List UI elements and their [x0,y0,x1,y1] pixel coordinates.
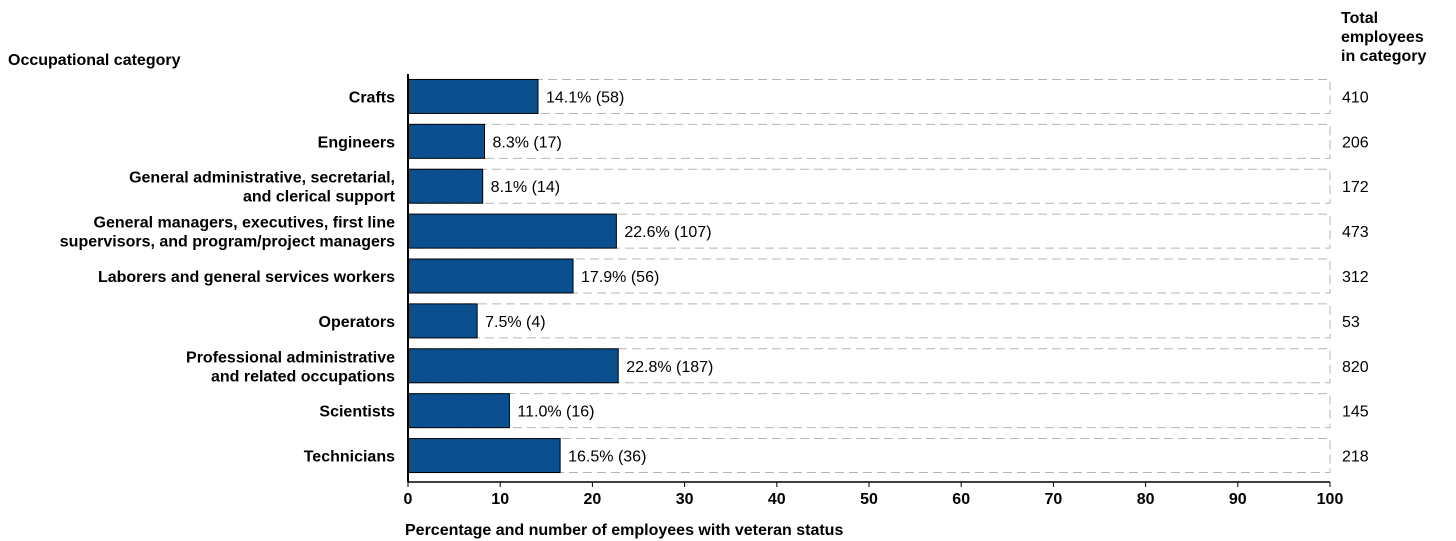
x-tick-label: 20 [584,491,602,508]
x-tick-label: 50 [860,491,878,508]
total-value: 172 [1342,179,1369,196]
x-tick-label: 0 [404,491,413,508]
chart-row: 8.3% (17) Engineers 206 [318,123,1369,159]
bar-value-label: 11.0% (16) [517,404,594,421]
category-label-line: General administrative, secretarial, [129,170,395,187]
category-label-line: Operators [319,314,396,331]
total-value: 145 [1342,404,1369,421]
chart-row: 16.5% (36) Technicians 218 [304,438,1369,474]
total-value: 53 [1342,314,1360,331]
category-label-line: Scientists [319,404,395,421]
bar-value-label: 16.5% (36) [568,449,646,466]
x-tick-label: 10 [491,491,509,508]
total-value: 218 [1342,449,1369,466]
category-label: Scientists [319,404,395,421]
category-label: Crafts [349,89,395,106]
bar [407,168,484,204]
category-label-line: Laborers and general services workers [98,269,395,286]
bar-value-label: 8.3% (17) [493,134,562,151]
total-column-title-line: in category [1341,48,1426,65]
total-value: 206 [1342,134,1369,151]
total-value: 473 [1342,224,1369,241]
x-tick-label: 80 [1137,491,1155,508]
chart-row: 14.1% (58) Crafts 410 [349,78,1369,114]
chart-row: 7.5% (4) Operators 53 [319,303,1360,339]
x-tick-label: 70 [1045,491,1063,508]
bar [407,303,478,339]
category-label: Professional administrative and related o… [186,349,395,385]
bar [407,438,561,474]
x-tick-label: 90 [1229,491,1247,508]
total-column-title: Total employees in category [1341,10,1426,65]
x-axis-title: Percentage and number of employees with … [405,522,843,539]
category-label: Technicians [304,449,395,466]
total-column-title-line: employees [1341,29,1424,46]
category-label-line: supervisors, and program/project manager… [60,234,395,251]
bar-value-label: 14.1% (58) [546,89,624,106]
bar [407,123,486,159]
x-tick-label: 100 [1317,491,1344,508]
category-label: Operators [319,314,396,331]
category-axis-title: Occupational category [8,52,181,69]
chart-rows: 14.1% (58) Crafts 410 8.3% (17) Engineers 206… [60,78,1369,474]
category-label: Laborers and general services workers [98,269,395,286]
category-label-line: Technicians [304,449,395,466]
bar-value-label: 22.8% (187) [626,359,713,376]
category-label: Engineers [318,134,395,151]
category-label: General managers, executives, first line… [60,215,395,251]
total-column-title-line: Total [1341,10,1378,27]
category-label-line: and clerical support [243,189,396,206]
bar-value-label: 17.9% (56) [581,269,659,286]
bar-track [407,303,1331,339]
category-label: General administrative, secretarial, and … [129,170,396,206]
total-value: 312 [1342,269,1369,286]
category-label-line: and related occupations [211,368,395,385]
total-value: 820 [1342,359,1369,376]
x-tick-label: 40 [768,491,786,508]
chart-row: 11.0% (16) Scientists 145 [319,393,1369,429]
bar-value-label: 7.5% (4) [485,314,545,331]
x-axis: 0 10 20 30 40 50 60 70 80 90 100 [404,74,1344,508]
x-tick-label: 60 [952,491,970,508]
x-tick-label: 30 [676,491,694,508]
bar [407,258,574,294]
total-value: 410 [1342,89,1369,106]
bar-value-label: 22.6% (107) [624,224,711,241]
category-label-line: Professional administrative [186,349,395,366]
category-label-line: Engineers [318,134,395,151]
category-label-line: General managers, executives, first line [94,215,396,232]
bar [407,78,539,114]
chart-row: 17.9% (56) Laborers and general services … [98,258,1369,294]
bar [407,213,617,249]
bar [407,348,619,384]
bar-value-label: 8.1% (14) [491,179,560,196]
chart-row: 22.8% (187) Professional administrative an… [186,348,1369,385]
chart-row: 8.1% (14) General administrative, secreta… [129,168,1369,206]
chart-row: 22.6% (107) General managers, executives,… [60,213,1369,251]
bar [407,393,510,429]
category-label-line: Crafts [349,89,395,106]
